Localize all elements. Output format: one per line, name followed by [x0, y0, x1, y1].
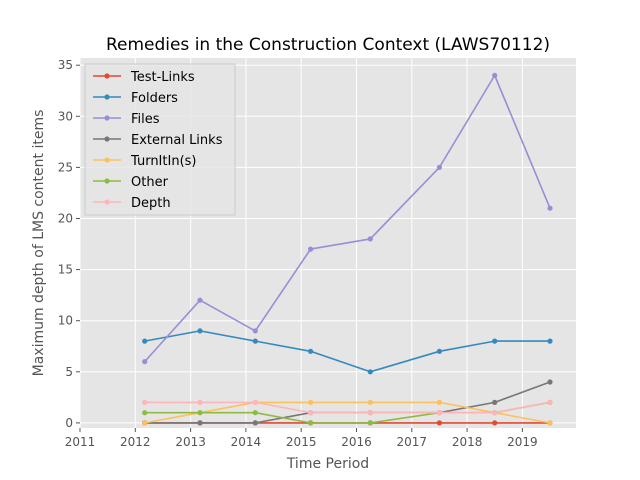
data-point-files	[252, 328, 258, 334]
data-point-turnitin-s	[142, 420, 148, 426]
data-point-external-links	[252, 420, 258, 426]
data-point-depth	[547, 399, 553, 405]
legend-swatch-marker	[104, 136, 110, 142]
data-point-depth	[142, 399, 148, 405]
y-tick-label: 0	[65, 416, 73, 430]
series-line-folders	[144, 330, 550, 373]
legend-item-test-links: Test-Links	[93, 70, 195, 85]
x-tick-label: 2019	[507, 435, 538, 449]
data-point-depth	[197, 399, 203, 405]
chart-title: Remedies in the Construction Context (LA…	[106, 35, 550, 55]
data-point-external-links	[197, 420, 203, 426]
data-point-other	[142, 410, 148, 416]
legend-swatch-marker	[104, 199, 110, 205]
data-point-folders	[197, 328, 203, 334]
data-point-files	[197, 297, 203, 303]
data-point-files	[492, 72, 498, 78]
legend-item-depth: Depth	[93, 196, 171, 211]
legend-swatch-marker	[104, 73, 110, 79]
data-point-folders	[492, 338, 498, 344]
legend-label: TurnItIn(s)	[130, 154, 196, 169]
data-point-depth	[492, 410, 498, 416]
y-tick-label: 25	[58, 160, 73, 174]
legend-item-turnitin-s: TurnItIn(s)	[93, 154, 196, 169]
legend-item-other: Other	[93, 175, 169, 190]
x-tick-label: 2016	[341, 435, 372, 449]
data-point-folders	[252, 338, 258, 344]
series-line-turnitin-s	[144, 401, 551, 424]
legend-swatch-marker	[104, 94, 110, 100]
data-point-folders	[367, 369, 373, 375]
x-tick-label: 2013	[175, 435, 206, 449]
legend-label: Files	[131, 112, 160, 127]
data-point-turnitin-s	[547, 420, 553, 426]
x-tick-label: 2014	[231, 435, 262, 449]
y-tick-label: 20	[58, 212, 73, 226]
data-point-test-links	[492, 420, 498, 426]
y-tick-label: 5	[65, 365, 73, 379]
series-folders	[142, 328, 553, 375]
y-tick-label: 15	[58, 263, 73, 277]
legend-label: Other	[131, 175, 169, 190]
series-line-depth	[144, 401, 551, 414]
x-tick-label: 2012	[120, 435, 151, 449]
data-point-folders	[547, 338, 553, 344]
y-tick-label: 10	[58, 314, 73, 328]
legend-label: Folders	[131, 91, 178, 106]
data-point-files	[142, 359, 148, 365]
data-point-other	[308, 420, 314, 426]
series-files	[142, 72, 553, 365]
data-point-files	[436, 164, 442, 170]
data-point-folders	[142, 338, 148, 344]
data-point-test-links	[436, 420, 442, 426]
legend-item-folders: Folders	[93, 91, 178, 106]
y-tick-label: 30	[58, 109, 73, 123]
legend-label: Test-Links	[130, 70, 195, 85]
x-tick-label: 2018	[452, 435, 483, 449]
data-point-turnitin-s	[367, 399, 373, 405]
x-tick-label: 2011	[65, 435, 96, 449]
y-axis-label: Maximum depth of LMS content items	[31, 110, 47, 377]
legend-swatch-marker	[104, 115, 110, 121]
series-lines	[142, 72, 553, 426]
data-point-folders	[436, 348, 442, 354]
y-tick-label: 35	[58, 58, 73, 72]
data-point-depth	[436, 410, 442, 416]
data-point-other	[367, 420, 373, 426]
x-axis-ticks: 2011 2012 2013 2014 2015 2016 2017 2018 2019	[65, 428, 538, 449]
data-point-depth	[367, 410, 373, 416]
legend-item-external-links: External Links	[93, 133, 223, 148]
data-point-turnitin-s	[308, 399, 314, 405]
data-point-external-links	[547, 379, 553, 385]
data-point-depth	[252, 399, 258, 405]
y-axis-ticks: 0 5 10 15 20 25 30 35	[58, 58, 80, 430]
data-point-other	[197, 410, 203, 416]
legend-swatch-marker	[104, 178, 110, 184]
data-point-files	[367, 236, 373, 242]
legend-label: Depth	[131, 196, 171, 211]
x-tick-label: 2017	[397, 435, 428, 449]
legend-label: External Links	[131, 133, 223, 148]
data-point-files	[547, 205, 553, 211]
data-point-other	[252, 410, 258, 416]
grid-lines	[79, 58, 576, 428]
series-line-files	[144, 74, 551, 363]
legend-item-files: Files	[93, 112, 160, 127]
data-point-folders	[308, 348, 314, 354]
data-point-files	[308, 246, 314, 252]
data-point-depth	[308, 410, 314, 416]
legend: Test-Links Folders Files External Links Turn…	[84, 63, 236, 216]
data-point-external-links	[492, 399, 498, 405]
data-point-turnitin-s	[436, 399, 442, 405]
series-depth	[142, 399, 553, 416]
legend-swatch-marker	[104, 157, 110, 163]
x-tick-label: 2015	[286, 435, 317, 449]
x-axis-label: Time Period	[286, 456, 369, 472]
